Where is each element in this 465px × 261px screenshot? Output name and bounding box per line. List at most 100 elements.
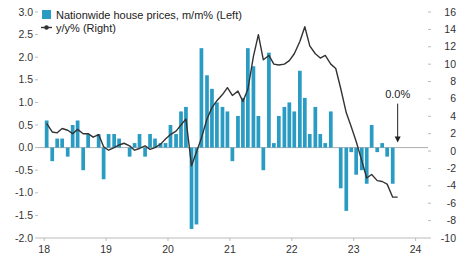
y2-tick bbox=[428, 64, 431, 65]
y2-tick bbox=[428, 98, 431, 99]
legend-label: y/y% (Right) bbox=[56, 22, 116, 34]
chart: 3.02.52.01.51.00.50.0-0.5-1.0-1.5-2.0161… bbox=[0, 0, 465, 261]
y2-tick-label: 4 bbox=[450, 110, 456, 122]
y-tick-label: -1.0 bbox=[15, 186, 33, 198]
bar bbox=[375, 148, 379, 153]
y-tick bbox=[35, 34, 38, 35]
bar bbox=[91, 147, 95, 148]
x-tick-label: 18 bbox=[38, 243, 50, 255]
bar bbox=[354, 148, 358, 175]
y2-tick-label: -6 bbox=[447, 197, 456, 209]
y-tick-label: -0.5 bbox=[15, 164, 33, 176]
bar bbox=[323, 143, 327, 148]
y2-tick bbox=[428, 203, 431, 204]
y2-tick-label: 10 bbox=[444, 58, 456, 70]
bar bbox=[334, 147, 338, 148]
bar bbox=[107, 134, 111, 148]
bar bbox=[60, 139, 64, 148]
y2-tick bbox=[428, 151, 431, 152]
y-tick-label: 1.5 bbox=[18, 73, 33, 85]
bar bbox=[349, 148, 353, 153]
y2-tick-label: 0 bbox=[450, 145, 456, 157]
bar bbox=[81, 148, 85, 171]
y2-tick bbox=[428, 168, 431, 169]
bar bbox=[122, 147, 126, 148]
bar bbox=[138, 134, 142, 148]
bar bbox=[277, 116, 281, 148]
bar bbox=[267, 53, 271, 148]
bar bbox=[133, 143, 137, 148]
y2-tick-label: 16 bbox=[444, 6, 456, 18]
bar bbox=[148, 134, 152, 148]
y-tick-label: -1.5 bbox=[15, 209, 33, 221]
bar bbox=[215, 102, 219, 147]
bar bbox=[174, 134, 178, 148]
bar bbox=[246, 48, 250, 147]
y-tick bbox=[35, 170, 38, 171]
bar bbox=[318, 134, 322, 148]
bar bbox=[261, 148, 265, 171]
bar bbox=[252, 66, 256, 147]
y2-tick bbox=[428, 133, 431, 134]
bar bbox=[55, 139, 59, 148]
bar bbox=[71, 125, 75, 148]
bar bbox=[86, 134, 90, 148]
y2-tick-label: 14 bbox=[444, 23, 456, 35]
bar bbox=[298, 71, 302, 148]
annotation: 0.0% bbox=[385, 88, 410, 100]
y2-tick-label: 6 bbox=[450, 92, 456, 104]
y2-tick-label: -10 bbox=[441, 232, 456, 244]
bar bbox=[112, 134, 116, 148]
y2-tick bbox=[428, 116, 431, 117]
x-tick-label: 19 bbox=[100, 243, 112, 255]
y-tick bbox=[35, 57, 38, 58]
y-tick-label: 0.5 bbox=[18, 119, 33, 131]
annotation-arrowhead bbox=[395, 137, 401, 143]
bar bbox=[396, 147, 400, 148]
y2-tick-label: 12 bbox=[444, 40, 456, 52]
y2-tick-label: -4 bbox=[447, 179, 456, 191]
x-tick bbox=[44, 238, 45, 241]
x-tick-label: 20 bbox=[162, 243, 174, 255]
x-tick bbox=[106, 238, 107, 241]
annotation-arrow bbox=[397, 104, 398, 139]
bar bbox=[313, 107, 317, 148]
bar bbox=[210, 89, 214, 148]
y2-tick-label: -8 bbox=[447, 214, 456, 226]
y-tick-label: -2.0 bbox=[15, 232, 33, 244]
bar bbox=[164, 143, 168, 148]
x-tick bbox=[291, 238, 292, 241]
bar bbox=[339, 148, 343, 189]
bar bbox=[50, 148, 54, 162]
y-tick-label: 2.5 bbox=[18, 28, 33, 40]
bar bbox=[195, 148, 199, 225]
y2-tick bbox=[428, 12, 431, 13]
bar bbox=[380, 143, 384, 148]
bar bbox=[292, 111, 296, 147]
y2-tick bbox=[428, 185, 431, 186]
line bbox=[47, 27, 398, 197]
y2-tick bbox=[428, 220, 431, 221]
x-tick bbox=[229, 238, 230, 241]
y-tick-label: 1.0 bbox=[18, 96, 33, 108]
bar bbox=[76, 120, 80, 147]
bar bbox=[272, 143, 276, 148]
bar bbox=[283, 107, 287, 148]
bar bbox=[329, 111, 333, 147]
y-tick bbox=[35, 147, 38, 148]
x-tick-label: 21 bbox=[224, 243, 236, 255]
bar bbox=[370, 125, 374, 148]
bar bbox=[236, 116, 240, 148]
x-tick bbox=[353, 238, 354, 241]
bar bbox=[303, 98, 307, 148]
y-tick bbox=[35, 102, 38, 103]
bar bbox=[179, 111, 183, 147]
y2-tick bbox=[428, 29, 431, 30]
y2-tick bbox=[428, 46, 431, 47]
bar bbox=[102, 148, 106, 180]
y-tick bbox=[35, 79, 38, 80]
y-tick-label: 0.0 bbox=[18, 141, 33, 153]
bar bbox=[66, 148, 70, 157]
y-tick bbox=[35, 215, 38, 216]
bar bbox=[287, 102, 291, 147]
